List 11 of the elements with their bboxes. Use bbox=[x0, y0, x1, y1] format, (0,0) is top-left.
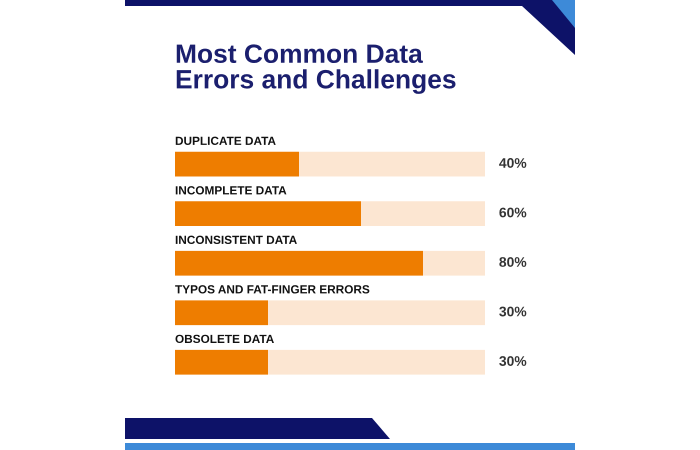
data-label: 30% bbox=[499, 356, 526, 366]
y-tick-label: INCONSISTENT DATA bbox=[176, 236, 297, 244]
y-tick-label: OBSOLETE DATA bbox=[175, 334, 274, 344]
data-label: 40% bbox=[499, 158, 526, 168]
y-tick-label: INCOMPLETE DATA bbox=[176, 186, 286, 195]
data-label: 30% bbox=[499, 306, 526, 316]
chart-title: Most Common Data Errors and Challenges bbox=[176, 44, 456, 94]
y-tick-label: DUPLICATE DATA bbox=[176, 136, 276, 145]
data-label: 60% bbox=[499, 208, 526, 218]
y-tick-label: TYPOS AND FAT-FINGER ERRORS bbox=[175, 285, 370, 294]
data-label: 80% bbox=[499, 257, 526, 267]
